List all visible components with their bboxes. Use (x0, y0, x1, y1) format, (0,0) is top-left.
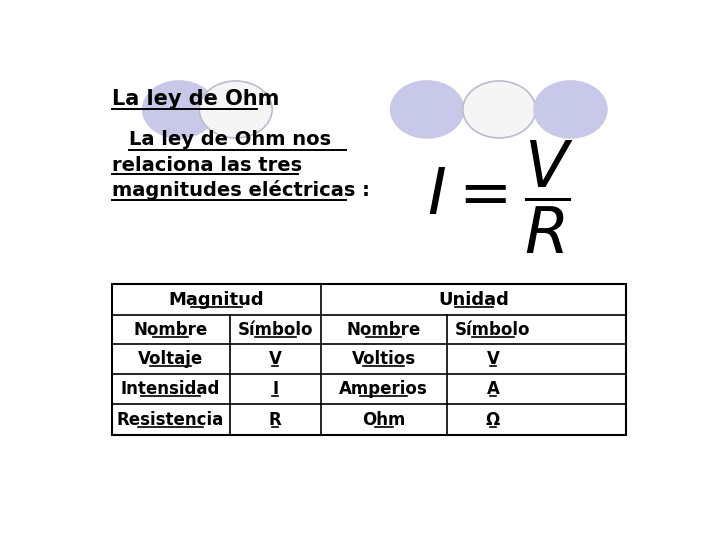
Text: magnitudes eléctricas :: magnitudes eléctricas : (112, 180, 369, 200)
Text: La ley de Ohm: La ley de Ohm (112, 90, 279, 110)
Text: relaciona las tres: relaciona las tres (112, 156, 302, 174)
Text: La ley de Ohm nos: La ley de Ohm nos (129, 130, 331, 149)
Text: Símbolo: Símbolo (238, 321, 313, 339)
Text: Resistencia: Resistencia (117, 411, 224, 429)
Text: Voltaje: Voltaje (138, 350, 203, 368)
Text: Amperios: Amperios (339, 380, 428, 398)
Ellipse shape (391, 81, 464, 138)
Text: Voltios: Voltios (351, 350, 415, 368)
Text: Magnitud: Magnitud (168, 291, 264, 309)
Text: R: R (269, 411, 282, 429)
Ellipse shape (463, 81, 536, 138)
Text: Ohm: Ohm (362, 411, 405, 429)
Text: Símbolo: Símbolo (455, 321, 531, 339)
Text: V: V (487, 350, 500, 368)
Text: Ω: Ω (486, 411, 500, 429)
Text: Intensidad: Intensidad (121, 380, 220, 398)
Text: V: V (269, 350, 282, 368)
Text: Unidad: Unidad (438, 291, 509, 309)
Text: $\mathit{I} = \dfrac{V}{R}$: $\mathit{I} = \dfrac{V}{R}$ (428, 138, 574, 256)
Bar (112, 374, 626, 404)
Ellipse shape (534, 81, 607, 138)
Ellipse shape (199, 81, 272, 138)
Text: Nombre: Nombre (133, 321, 208, 339)
Text: Nombre: Nombre (346, 321, 421, 339)
Bar (112, 404, 626, 435)
Text: I: I (272, 380, 279, 398)
Bar (112, 284, 626, 435)
Ellipse shape (143, 81, 215, 138)
Text: A: A (487, 380, 500, 398)
